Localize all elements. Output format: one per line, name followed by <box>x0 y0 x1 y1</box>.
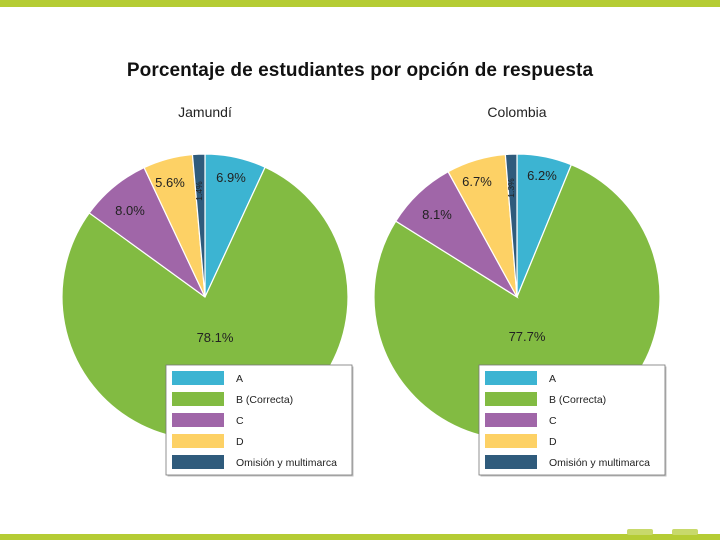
legend-swatch-a <box>172 371 224 385</box>
data-label-c: 8.0% <box>115 203 145 218</box>
legend-swatch-b-correcta <box>485 392 537 406</box>
data-label-b-correcta: 78.1% <box>197 330 234 345</box>
legend-label-omision-multimarca: Omisión y multimarca <box>549 457 650 469</box>
data-label-c: 8.1% <box>422 207 452 222</box>
legend-label-a: A <box>549 373 556 385</box>
legend-swatch-a <box>485 371 537 385</box>
legend-label-d: D <box>549 436 557 448</box>
legend-label-c: C <box>236 415 244 427</box>
legend-swatch-d <box>485 434 537 448</box>
legend-label-b-correcta: B (Correcta) <box>236 394 293 406</box>
legend-label-d: D <box>236 436 244 448</box>
next-slide-button[interactable] <box>672 529 698 535</box>
legend: A B (Correcta) CD Omisión y multimarca <box>165 364 354 477</box>
legend-label-a: A <box>236 373 243 385</box>
legend-swatch-omision-multimarca <box>172 455 224 469</box>
legend-label-b-correcta: B (Correcta) <box>549 394 606 406</box>
legend: A B (Correcta) CD Omisión y multimarca <box>478 364 667 477</box>
pie-slice-omision-multimarca <box>504 153 518 298</box>
bottom-accent-bar <box>0 534 720 540</box>
top-accent-bar <box>0 0 720 7</box>
data-label-a: 6.9% <box>216 170 246 185</box>
data-label-omision-multimarca: 1.3% <box>506 178 516 198</box>
legend-swatch-c <box>172 413 224 427</box>
data-label-b-correcta: 77.7% <box>509 329 546 344</box>
page-title: Porcentaje de estudiantes por opción de … <box>126 60 594 81</box>
data-label-a: 6.2% <box>527 168 557 183</box>
pie-chart-colombia: Colombia 6.2% 77.7% 8.1% 6.7% 1.3% A B (Correct… <box>373 104 667 477</box>
pie-chart-jamundi: Jamundí 6.9% 78.1% 8.0% 5.6% 1.4% A B (Correcta… <box>61 104 354 477</box>
legend-label-c: C <box>549 415 557 427</box>
chart-subtitle: Jamundí <box>178 104 232 120</box>
legend-swatch-b-correcta <box>172 392 224 406</box>
previous-slide-button[interactable] <box>627 529 653 535</box>
chart-subtitle: Colombia <box>487 104 546 120</box>
pie-slice-omision-multimarca <box>191 153 206 298</box>
legend-label-omision-multimarca: Omisión y multimarca <box>236 457 337 469</box>
data-label-d: 6.7% <box>462 174 492 189</box>
legend-swatch-c <box>485 413 537 427</box>
data-label-d: 5.6% <box>155 175 185 190</box>
legend-swatch-d <box>172 434 224 448</box>
data-label-omision-multimarca: 1.4% <box>194 181 204 201</box>
legend-swatch-omision-multimarca <box>485 455 537 469</box>
